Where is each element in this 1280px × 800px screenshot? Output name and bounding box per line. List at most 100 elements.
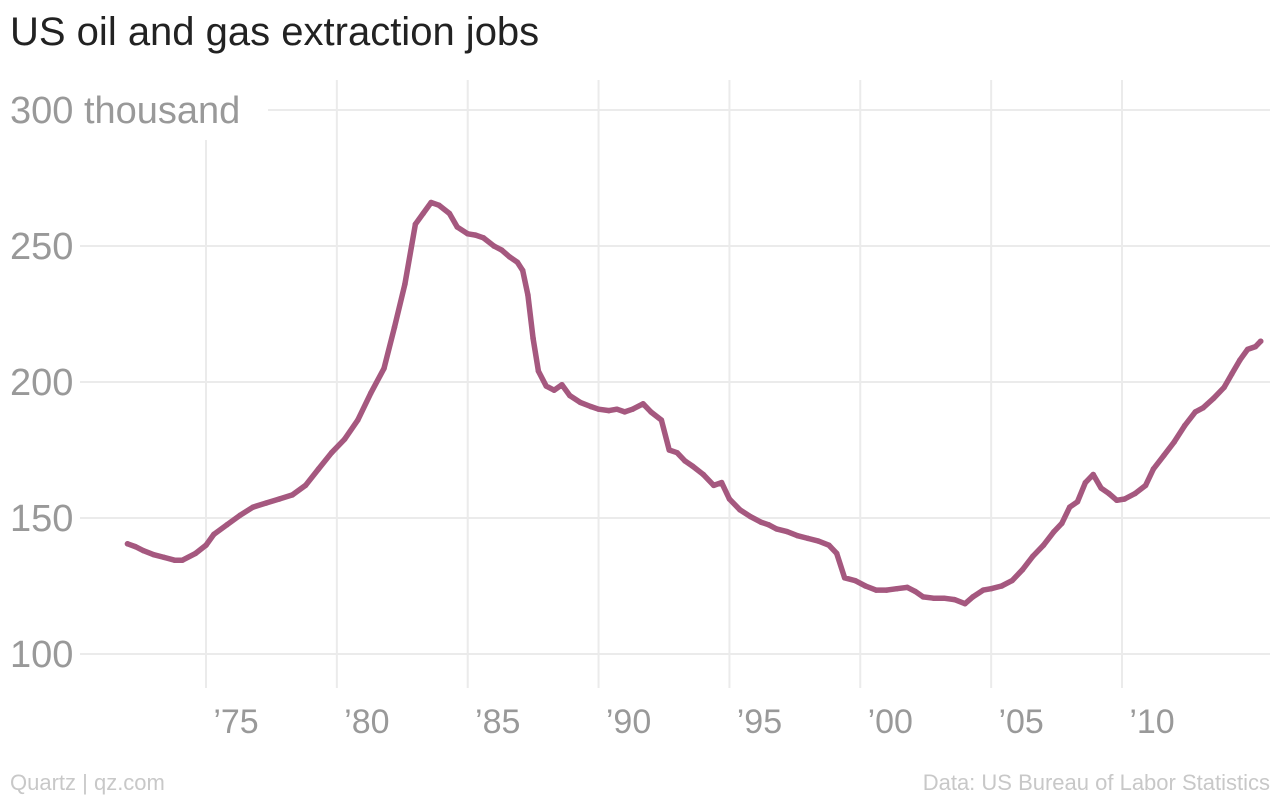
x-tick-label: ’85	[475, 703, 520, 741]
data-point	[1082, 479, 1089, 486]
data-point	[454, 224, 460, 230]
data-point	[525, 292, 531, 298]
data-point	[472, 232, 479, 238]
y-tick-label: 100	[10, 634, 73, 676]
data-point	[276, 496, 283, 502]
data-point	[551, 387, 557, 393]
data-point	[904, 584, 911, 591]
data-point	[1030, 553, 1036, 559]
data-point	[1257, 338, 1264, 344]
data-point	[315, 466, 322, 472]
data-point	[794, 532, 801, 539]
data-point	[1132, 490, 1138, 497]
x-axis-tick-labels: ’75 ’80 ’85 ’90 ’95 ’00 ’05 ’10	[213, 703, 1174, 741]
data-point	[1171, 439, 1178, 445]
data-point	[998, 583, 1005, 589]
data-point	[203, 542, 209, 548]
x-tick-label: ’90	[606, 703, 651, 741]
data-point	[930, 595, 937, 601]
data-point	[381, 365, 387, 372]
data-point	[535, 368, 542, 374]
data-point	[328, 449, 335, 456]
data-point	[621, 409, 628, 415]
x-tick-label: ’10	[1129, 703, 1174, 741]
data-point	[355, 417, 361, 423]
data-point	[1252, 343, 1259, 350]
data-point	[250, 504, 256, 510]
data-point	[1019, 566, 1026, 573]
data-point	[747, 513, 754, 520]
x-tick-label: ’00	[868, 703, 913, 741]
data-point	[737, 507, 743, 513]
data-point	[912, 588, 918, 595]
data-point	[124, 541, 131, 547]
data-point	[420, 210, 426, 217]
data-point	[718, 479, 725, 486]
data-point	[587, 403, 594, 410]
data-point	[640, 401, 646, 407]
data-point	[480, 235, 487, 241]
data-point	[784, 528, 790, 535]
data-point	[1090, 471, 1096, 478]
data-point	[765, 522, 772, 528]
data-point	[1098, 485, 1104, 491]
data-point	[1182, 422, 1188, 429]
data-point	[428, 199, 434, 206]
data-point	[192, 550, 199, 557]
data-point	[559, 381, 565, 388]
data-point	[402, 281, 408, 287]
data-point	[368, 390, 374, 396]
data-point	[263, 500, 269, 506]
data-point	[171, 557, 178, 563]
data-point	[805, 535, 811, 542]
footer-source-credit: Quartz | qz.com	[10, 770, 165, 795]
data-point	[1200, 405, 1206, 411]
data-point	[498, 247, 505, 253]
x-tick-label: ’05	[998, 703, 1043, 741]
data-point	[506, 254, 513, 260]
data-point	[658, 417, 665, 423]
data-point	[883, 587, 890, 593]
series-line	[124, 199, 1264, 607]
x-tick-label: ’80	[344, 703, 389, 741]
data-point	[841, 575, 848, 581]
data-point	[815, 538, 822, 544]
data-point	[289, 492, 296, 498]
y-axis-tick-labels: 300 thousand 250 200 150 100	[10, 90, 240, 676]
data-point	[341, 436, 348, 442]
y-tick-label: 200	[10, 362, 73, 404]
data-point	[1192, 409, 1199, 415]
data-point	[962, 600, 968, 607]
y-tick-label: 150	[10, 498, 73, 540]
data-point	[1040, 542, 1047, 548]
data-point	[132, 543, 139, 550]
data-point	[1237, 357, 1243, 363]
data-point	[873, 587, 879, 593]
series-layer	[124, 199, 1264, 607]
data-point	[674, 449, 680, 456]
data-point	[826, 542, 832, 548]
data-point	[970, 594, 976, 600]
data-point	[211, 531, 217, 538]
data-point	[1210, 395, 1217, 402]
data-point	[726, 496, 733, 502]
data-point	[690, 463, 696, 470]
data-point	[595, 406, 602, 412]
data-point	[567, 392, 573, 399]
data-point	[951, 596, 958, 603]
x-tick-label: ’75	[213, 703, 258, 741]
data-point	[543, 383, 549, 389]
data-point	[1142, 482, 1149, 489]
data-point	[980, 587, 987, 593]
data-point	[1059, 520, 1065, 527]
data-point	[491, 243, 497, 249]
data-point	[514, 259, 521, 266]
data-point	[391, 324, 398, 331]
data-point	[648, 409, 654, 415]
y-tick-label: 300 thousand	[10, 90, 240, 132]
data-point	[577, 399, 584, 406]
data-point	[852, 577, 858, 584]
data-point	[758, 519, 764, 525]
data-point	[606, 407, 612, 414]
